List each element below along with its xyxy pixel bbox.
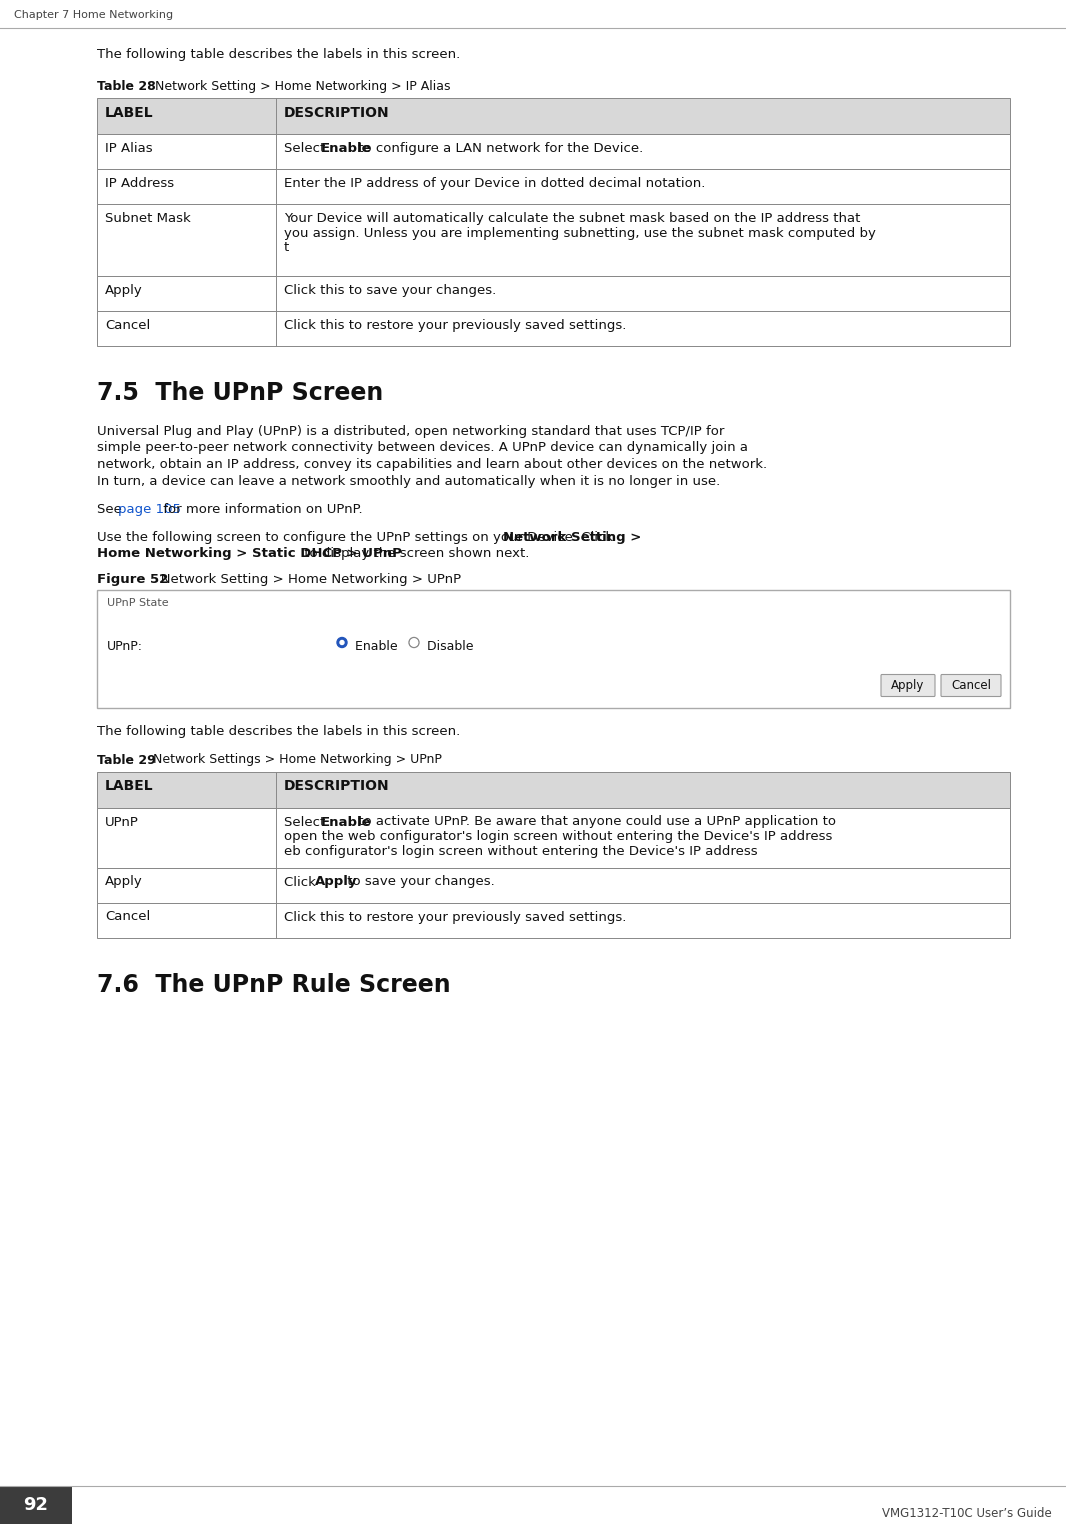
Text: Click: Click (284, 875, 320, 888)
Text: Network Setting >: Network Setting > (503, 530, 642, 544)
Text: Network Settings > Home Networking > UPnP: Network Settings > Home Networking > UPn… (141, 753, 442, 767)
Text: Table 29: Table 29 (97, 753, 156, 767)
Text: Chapter 7 Home Networking: Chapter 7 Home Networking (14, 11, 173, 20)
Text: Apply: Apply (104, 283, 143, 297)
Text: Your Device will automatically calculate the subnet mask based on the IP address: Your Device will automatically calculate… (284, 212, 860, 226)
Text: Cancel: Cancel (104, 910, 150, 924)
Text: See: See (97, 503, 126, 517)
Text: Network Setting > Home Networking > IP Alias: Network Setting > Home Networking > IP A… (143, 79, 451, 93)
Text: Disable: Disable (423, 640, 473, 652)
Text: IP Alias: IP Alias (104, 142, 152, 155)
Bar (97, 276, 1010, 311)
Text: Figure 52: Figure 52 (97, 573, 168, 587)
Bar (97, 902, 1010, 937)
Text: Click this to save your changes.: Click this to save your changes. (284, 283, 497, 297)
Circle shape (410, 639, 418, 646)
Text: LABEL: LABEL (104, 779, 154, 794)
Text: Network Setting > Home Networking > UPnP: Network Setting > Home Networking > UPnP (148, 573, 461, 587)
Text: Select: Select (284, 815, 329, 829)
Text: for more information on UPnP.: for more information on UPnP. (160, 503, 364, 517)
Text: Enable: Enable (351, 640, 398, 652)
Text: open the web configurator's login screen without entering the Device's IP addres: open the web configurator's login screen… (284, 831, 833, 843)
Text: Enable: Enable (321, 815, 371, 829)
Text: Click this to restore your previously saved settings.: Click this to restore your previously sa… (284, 910, 627, 924)
Bar (97, 134, 1010, 169)
Text: simple peer-to-peer network connectivity between devices. A UPnP device can dyna: simple peer-to-peer network connectivity… (97, 442, 748, 454)
Text: to save your changes.: to save your changes. (343, 875, 496, 888)
Text: eb configurator's login screen without entering the Device's IP address: eb configurator's login screen without e… (284, 844, 758, 858)
Bar (97, 808, 1010, 867)
Bar (0, 1486, 72, 1524)
Bar (97, 204, 1010, 276)
Text: network, obtain an IP address, convey its capabilities and learn about other dev: network, obtain an IP address, convey it… (97, 459, 768, 471)
Text: page 105: page 105 (118, 503, 181, 517)
Text: DESCRIPTION: DESCRIPTION (284, 779, 390, 794)
Text: to activate UPnP. Be aware that anyone could use a UPnP application to: to activate UPnP. Be aware that anyone c… (354, 815, 837, 829)
Text: Apply: Apply (104, 875, 143, 888)
Bar (97, 771, 1010, 808)
Text: Cancel: Cancel (104, 319, 150, 332)
Text: Home Networking > Static DHCP > UPnP: Home Networking > Static DHCP > UPnP (97, 547, 402, 561)
Bar (97, 311, 1010, 346)
Text: In turn, a device can leave a network smoothly and automatically when it is no l: In turn, a device can leave a network sm… (97, 474, 721, 488)
Text: 7.6  The UPnP Rule Screen: 7.6 The UPnP Rule Screen (97, 972, 451, 997)
Text: Apply: Apply (891, 680, 924, 692)
Text: UPnP State: UPnP State (107, 597, 168, 608)
Text: The following table describes the labels in this screen.: The following table describes the labels… (97, 47, 461, 61)
Text: Table 28: Table 28 (97, 79, 156, 93)
Text: Enable: Enable (321, 142, 371, 155)
Text: IP Address: IP Address (104, 177, 174, 190)
Bar (97, 98, 1010, 134)
FancyBboxPatch shape (881, 675, 935, 696)
Text: DESCRIPTION: DESCRIPTION (284, 107, 390, 120)
Text: Use the following screen to configure the UPnP settings on your Device. Click: Use the following screen to configure th… (97, 530, 617, 544)
Text: Subnet Mask: Subnet Mask (104, 212, 191, 226)
FancyBboxPatch shape (941, 675, 1001, 696)
Text: to configure a LAN network for the Device.: to configure a LAN network for the Devic… (354, 142, 644, 155)
Text: you assign. Unless you are implementing subnetting, use the subnet mask computed: you assign. Unless you are implementing … (284, 227, 876, 239)
Circle shape (337, 637, 348, 648)
Text: 7.5  The UPnP Screen: 7.5 The UPnP Screen (97, 381, 384, 405)
Text: UPnP: UPnP (104, 815, 139, 829)
Text: t: t (284, 241, 289, 255)
Text: Enter the IP address of your Device in dotted decimal notation.: Enter the IP address of your Device in d… (284, 177, 706, 190)
Text: Click this to restore your previously saved settings.: Click this to restore your previously sa… (284, 319, 627, 332)
Bar (97, 169, 1010, 204)
Bar (97, 590, 1010, 707)
Text: LABEL: LABEL (104, 107, 154, 120)
Circle shape (340, 640, 344, 645)
Text: Universal Plug and Play (UPnP) is a distributed, open networking standard that u: Universal Plug and Play (UPnP) is a dist… (97, 425, 725, 437)
Bar (97, 867, 1010, 902)
Text: The following table describes the labels in this screen.: The following table describes the labels… (97, 725, 461, 739)
Text: 92: 92 (23, 1497, 48, 1513)
Text: VMG1312-T10C User’s Guide: VMG1312-T10C User’s Guide (883, 1507, 1052, 1519)
Text: Apply: Apply (316, 875, 358, 888)
Text: UPnP:: UPnP: (107, 640, 143, 652)
Text: to display the screen shown next.: to display the screen shown next. (301, 547, 530, 561)
Text: Cancel: Cancel (951, 680, 991, 692)
Text: Select: Select (284, 142, 329, 155)
